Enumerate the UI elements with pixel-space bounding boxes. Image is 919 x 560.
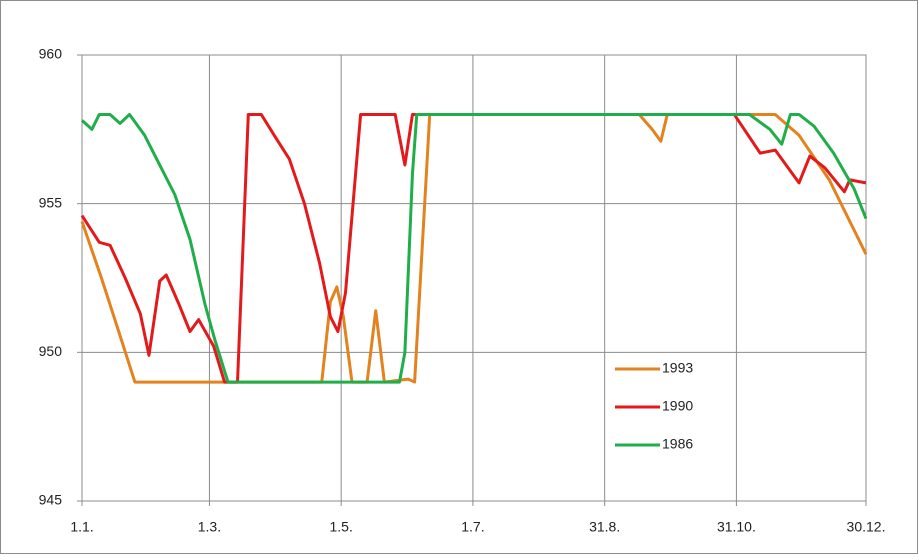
legend-label: 1986 xyxy=(662,436,693,452)
x-tick-label: 1.7. xyxy=(461,519,484,535)
x-tick-label: 31.8. xyxy=(589,519,620,535)
y-tick-label: 960 xyxy=(39,46,63,62)
x-tick-label: 30.12. xyxy=(847,519,886,535)
x-tick-label: 1.1. xyxy=(70,519,93,535)
y-tick-label: 945 xyxy=(39,492,63,508)
y-tick-label: 955 xyxy=(39,194,63,210)
series-line xyxy=(80,112,868,384)
x-tick-label: 31.10. xyxy=(717,519,756,535)
y-tick-label: 950 xyxy=(39,343,63,359)
legend-label: 1993 xyxy=(662,360,693,376)
series-line xyxy=(80,112,867,384)
legend-label: 1990 xyxy=(662,398,693,414)
x-tick-label: 1.5. xyxy=(329,519,352,535)
x-tick-label: 1.3. xyxy=(198,519,221,535)
